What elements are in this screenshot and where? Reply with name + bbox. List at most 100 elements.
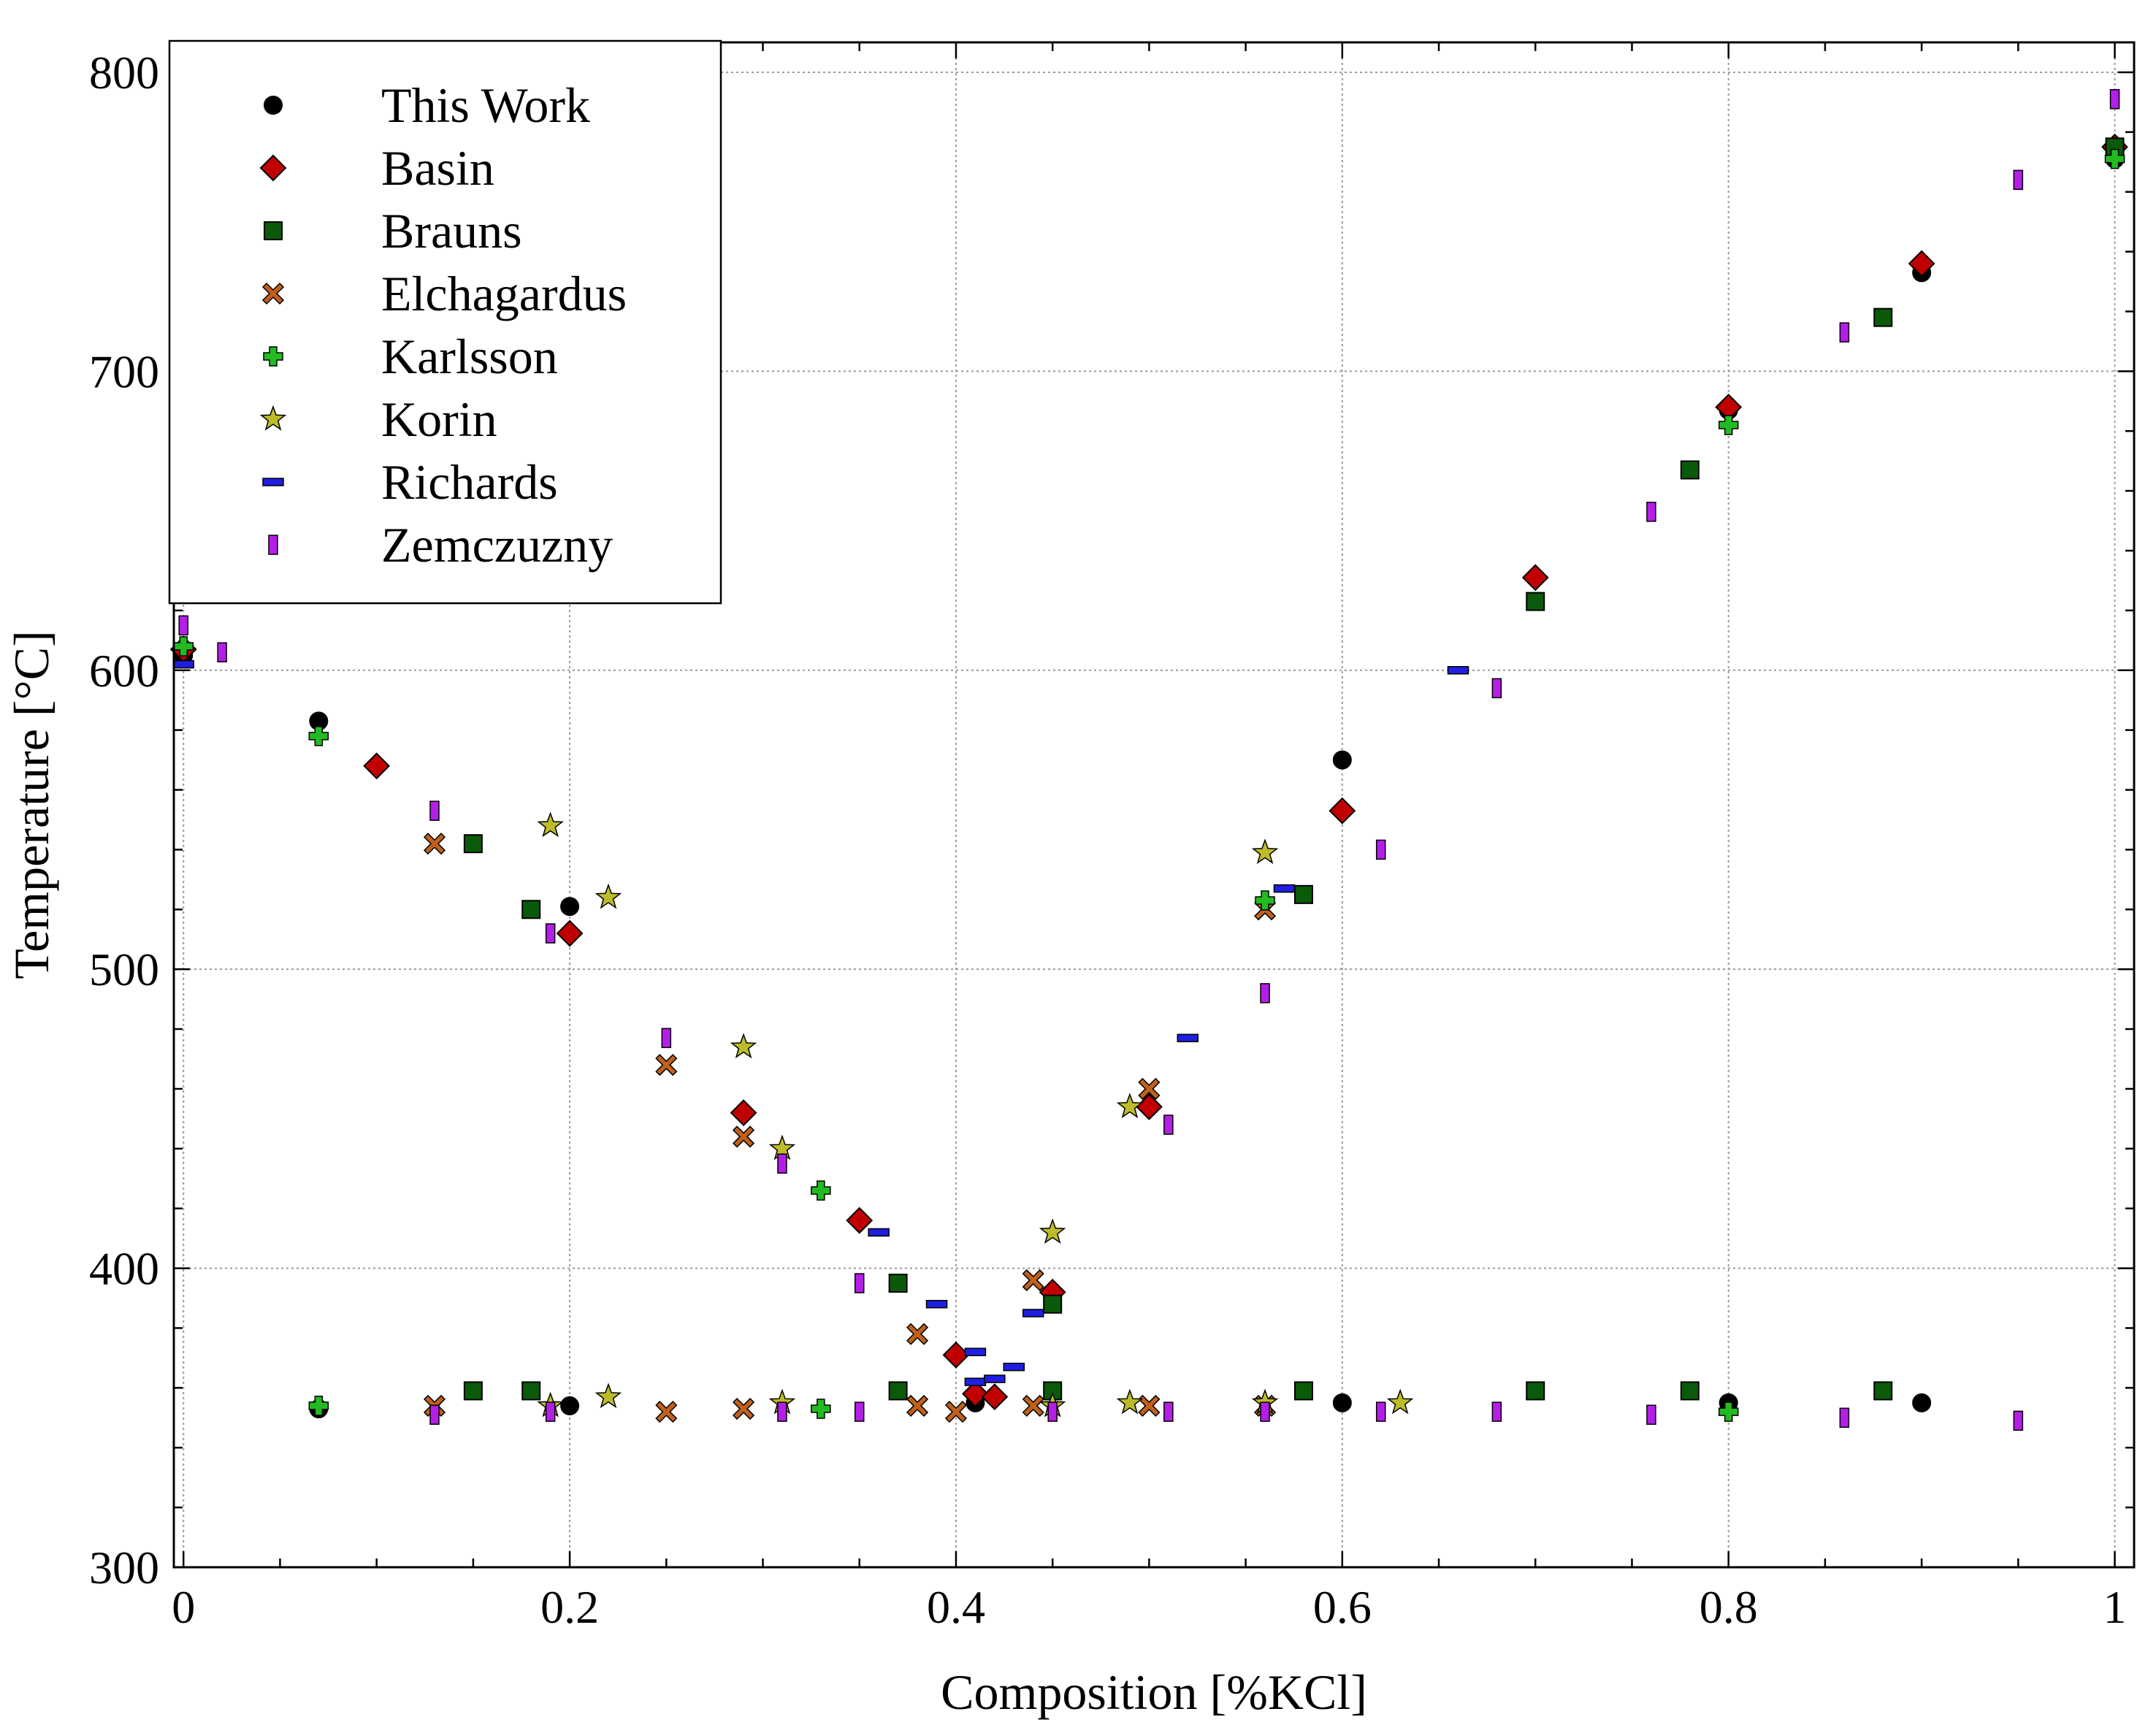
y-tick-label: 800 [89, 47, 159, 99]
data-point-basin [981, 1383, 1009, 1411]
data-point-karlsson [308, 726, 329, 746]
y-tick-label: 700 [89, 345, 159, 397]
data-point-zemczuzny [777, 1153, 787, 1174]
data-point-zemczuzny [1163, 1401, 1174, 1422]
data-point-zemczuzny [1491, 1401, 1502, 1422]
data-point-brauns [1293, 1381, 1313, 1401]
data-point-karlsson [811, 1399, 831, 1419]
data-point-brauns [1873, 307, 1893, 327]
data-point-this-work [1332, 1393, 1352, 1412]
data-point-elchagardus [733, 1397, 755, 1420]
data-point-brauns [1043, 1294, 1063, 1314]
data-point-korin [730, 1033, 757, 1059]
y-tick-label: 400 [89, 1243, 159, 1295]
data-point-zemczuzny [1646, 1404, 1656, 1425]
data-point-zemczuzny [1260, 983, 1270, 1003]
data-point-karlsson [1718, 415, 1739, 435]
data-point-basin [556, 919, 584, 947]
data-point-elchagardus [906, 1394, 929, 1417]
data-point-basin [961, 1380, 989, 1407]
legend-marker-elchagardus [261, 282, 285, 305]
x-tick-label: 0.4 [927, 1581, 985, 1633]
data-point-karlsson [2104, 148, 2125, 169]
data-point-zemczuzny [1375, 839, 1386, 860]
data-point-zemczuzny [1839, 1407, 1850, 1428]
legend-label-zemczuzny: Zemczuzny [381, 517, 613, 573]
data-point-korin [537, 811, 564, 838]
data-point-brauns [521, 1381, 541, 1401]
data-point-zemczuzny [1260, 1401, 1270, 1422]
data-point-brauns [463, 834, 483, 854]
data-point-zemczuzny [545, 923, 556, 944]
data-point-zemczuzny [178, 615, 188, 636]
y-axis-title: Temperature [°C] [4, 630, 59, 979]
data-point-brauns [463, 1381, 483, 1401]
data-point-basin [363, 752, 391, 780]
data-point-richards [1177, 1033, 1199, 1043]
legend-label-this-work: This Work [381, 77, 590, 133]
data-point-zemczuzny [2013, 1410, 2024, 1431]
legend-marker-brauns [264, 221, 283, 240]
data-point-brauns [1680, 460, 1700, 480]
data-point-elchagardus [655, 1054, 678, 1076]
data-point-brauns [888, 1274, 908, 1293]
data-point-korin [1251, 838, 1279, 865]
data-point-richards [984, 1374, 1006, 1383]
data-point-basin [1521, 564, 1549, 592]
data-point-karlsson [1718, 1401, 1739, 1422]
data-point-elchagardus [655, 1401, 678, 1423]
data-point-richards [964, 1377, 987, 1386]
legend-label-elchagardus: Elchagardus [381, 266, 627, 321]
data-point-zemczuzny [661, 1028, 672, 1049]
data-point-elchagardus [423, 833, 446, 855]
data-point-zemczuzny [1646, 502, 1656, 522]
data-point-richards [964, 1347, 987, 1356]
x-tick-label: 1 [2103, 1581, 2127, 1633]
series-karlsson [173, 148, 2125, 1422]
data-point-brauns [521, 900, 541, 919]
data-point-karlsson [811, 1180, 831, 1201]
data-point-this-work [1332, 750, 1352, 770]
x-tick-label: 0.6 [1313, 1581, 1372, 1633]
data-point-zemczuzny [1375, 1401, 1386, 1422]
data-point-karlsson [308, 1396, 329, 1416]
data-point-richards [1003, 1362, 1025, 1372]
data-point-zemczuzny [1163, 1114, 1174, 1135]
plot-frame [172, 41, 2136, 1569]
y-tick-label: 300 [89, 1542, 159, 1594]
data-point-zemczuzny [854, 1273, 865, 1293]
legend-label-karlsson: Karlsson [381, 329, 558, 384]
data-point-elchagardus [1138, 1394, 1161, 1417]
tick-labels: 0 0.2 0.4 0.6 0.8 1 300 400 500 600 700 800 [89, 47, 2127, 1633]
legend-marker-zemczuzny [268, 535, 278, 555]
x-axis-title: Composition [%KCl] [941, 1664, 1367, 1720]
legend-box [168, 39, 722, 605]
data-point-brauns [1526, 1381, 1545, 1401]
data-point-brauns [1680, 1381, 1700, 1401]
legend-marker-basin [259, 154, 287, 182]
data-point-richards [1022, 1309, 1044, 1317]
data-point-basin [846, 1206, 874, 1234]
data-point-basin [1329, 797, 1356, 825]
legend-marker-this-work [264, 96, 283, 115]
data-point-richards [925, 1299, 948, 1309]
data-point-zemczuzny [545, 1401, 556, 1422]
legend-marker-richards [262, 478, 284, 486]
legend-label-korin: Korin [381, 391, 497, 447]
data-point-brauns [1526, 592, 1545, 611]
series-richards [172, 659, 1469, 1386]
data-point-richards [1273, 884, 1296, 893]
data-point-karlsson [1255, 890, 1275, 911]
data-point-zemczuzny [1047, 1401, 1058, 1422]
data-point-zemczuzny [217, 642, 227, 662]
data-point-brauns [888, 1381, 908, 1401]
data-point-elchagardus [906, 1323, 929, 1345]
legend-marker-korin [259, 405, 287, 431]
data-point-korin [595, 1382, 622, 1409]
series-brauns [463, 137, 2125, 1401]
data-point-this-work [560, 897, 580, 917]
data-point-zemczuzny [854, 1401, 865, 1422]
data-point-richards [868, 1228, 890, 1237]
data-point-this-work [1912, 1393, 1932, 1412]
